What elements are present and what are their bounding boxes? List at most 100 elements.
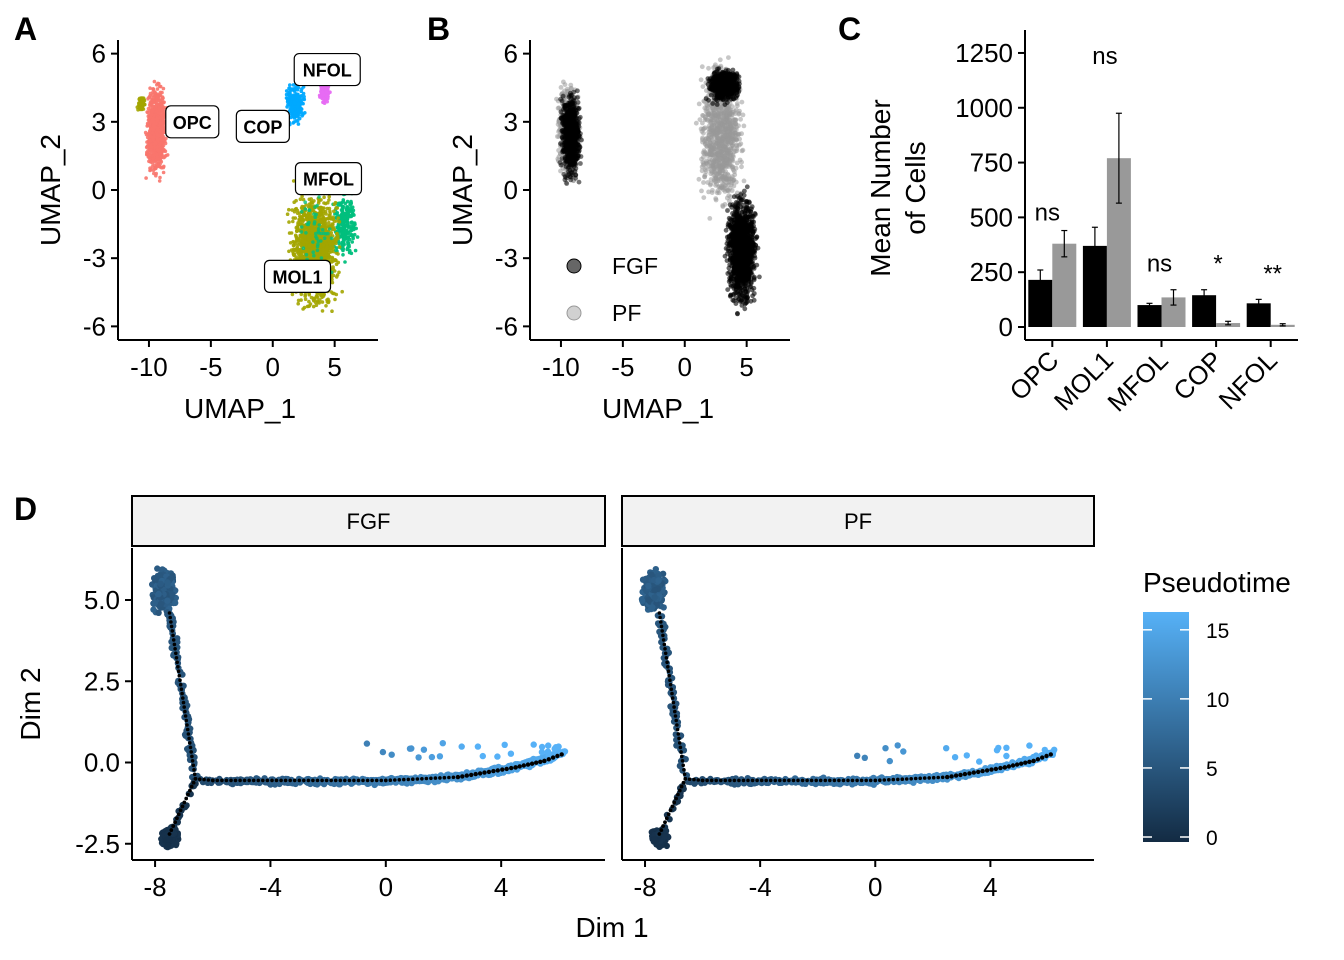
facet-strip-label: PF bbox=[844, 509, 872, 534]
legend-label-fgf: FGF bbox=[612, 253, 658, 279]
c-x-tick-label: NFOL bbox=[1213, 345, 1283, 415]
error-bar bbox=[1115, 112, 1122, 204]
points-fgf-bottom bbox=[722, 184, 762, 317]
d-x-tick-label: -8 bbox=[144, 872, 167, 902]
trajectory bbox=[167, 611, 564, 836]
c-x-tick-label: MFOL bbox=[1101, 345, 1173, 417]
points-fgf-top bbox=[703, 66, 742, 107]
d-x-tick-label: 4 bbox=[983, 872, 997, 902]
c-y-axis-title-line1: Mean Number bbox=[865, 99, 896, 276]
cluster-label-text: OPC bbox=[173, 113, 212, 133]
facet-fgf: FGF -8 -4 0 4 5.0 2.5 0.0 -2.5 bbox=[75, 495, 606, 902]
c-y-tick-label: 1250 bbox=[955, 38, 1013, 68]
significance-cop: * bbox=[1213, 251, 1222, 278]
error-bar bbox=[1146, 302, 1153, 308]
cluster-label-cop: COP bbox=[235, 109, 290, 143]
colorbar-tick-label: 15 bbox=[1206, 620, 1229, 643]
b-x-tick-label: -5 bbox=[611, 352, 634, 382]
a-x-tick-label: 0 bbox=[266, 352, 280, 382]
pseudotime-trajectory-plot: FGF -8 -4 0 4 5.0 2.5 0.0 -2.5 PF -8 -4 0 4 Dim 1 Dim 2… bbox=[15, 495, 1291, 943]
colorbar-tick-label: 10 bbox=[1206, 689, 1229, 712]
b-y-tick-label: -6 bbox=[495, 311, 518, 341]
error-bar bbox=[1170, 289, 1177, 306]
facet-strip-label: FGF bbox=[347, 509, 391, 534]
bar-nfol-fgf bbox=[1246, 303, 1271, 327]
c-y-tick-label: 250 bbox=[970, 257, 1013, 287]
a-y-tick-label: 3 bbox=[92, 107, 106, 137]
d-y-tick-label: -2.5 bbox=[75, 829, 120, 859]
a-y-tick-label: -6 bbox=[83, 311, 106, 341]
b-y-tick-label: -3 bbox=[495, 243, 518, 273]
legend-key-fgf bbox=[566, 258, 582, 274]
cluster-label-box bbox=[293, 52, 361, 87]
c-y-axis-title-line2: of Cells bbox=[900, 141, 931, 234]
cluster-label-opc: OPC bbox=[165, 105, 220, 139]
panel-label-d: D bbox=[14, 491, 37, 527]
facet-pf: PF -8 -4 0 4 bbox=[621, 495, 1095, 902]
facet-strip bbox=[621, 495, 1095, 547]
a-x-axis-title: UMAP_1 bbox=[184, 393, 296, 424]
colorbar bbox=[1143, 612, 1189, 842]
b-x-tick-label: -10 bbox=[542, 352, 580, 382]
points-opc-edge bbox=[135, 96, 147, 112]
d-x-axis-title: Dim 1 bbox=[575, 912, 648, 943]
c-x-tick-label: MOL1 bbox=[1048, 345, 1119, 416]
b-y-axis-title: UMAP_2 bbox=[447, 134, 478, 246]
umap-condition-plot: FGF PF -10 -5 0 5 6 3 0 -3 -6 UMAP_1 UMAP_2 bbox=[447, 39, 790, 424]
d-y-tick-label: 2.5 bbox=[84, 666, 120, 696]
d-y-tick-label: 5.0 bbox=[84, 585, 120, 615]
cluster-label-nfol: NFOL bbox=[293, 52, 361, 87]
c-y-tick-label: 0 bbox=[999, 312, 1013, 342]
d-x-tick-label: -4 bbox=[749, 872, 772, 902]
error-bar bbox=[1255, 298, 1262, 308]
d-x-tick-label: 4 bbox=[494, 872, 508, 902]
trajectory bbox=[657, 611, 1054, 836]
c-y-tick-label: 500 bbox=[970, 202, 1013, 232]
d-y-tick-label: 0.0 bbox=[84, 748, 120, 778]
b-y-tick-label: 0 bbox=[504, 175, 518, 205]
cluster-label-mfol: MFOL bbox=[294, 162, 363, 196]
d-x-tick-label: -4 bbox=[259, 872, 282, 902]
legend-label-pf: PF bbox=[612, 300, 641, 326]
a-x-tick-label: -10 bbox=[130, 352, 168, 382]
bar-mfol-fgf bbox=[1137, 305, 1162, 327]
bar-opc-pf bbox=[1052, 243, 1077, 327]
mean-cells-bar-chart: nsOPCnsMOL1nsMFOL*COP**NFOL0250500750100… bbox=[865, 30, 1298, 417]
b-y-tick-label: 3 bbox=[504, 107, 518, 137]
cluster-label-box bbox=[263, 259, 332, 293]
significance-mfol: ns bbox=[1147, 251, 1172, 278]
colorbar-tick-label: 5 bbox=[1206, 758, 1218, 781]
error-bar bbox=[1091, 226, 1098, 266]
a-x-tick-label: -5 bbox=[199, 352, 222, 382]
error-bar bbox=[1201, 289, 1208, 302]
b-y-tick-label: 6 bbox=[504, 39, 518, 69]
cluster-label-box bbox=[294, 162, 363, 196]
panel-label-c: C bbox=[838, 11, 861, 47]
b-x-tick-label: 0 bbox=[678, 352, 692, 382]
panel-label-a: A bbox=[14, 11, 37, 47]
points-fgf-left bbox=[557, 88, 584, 186]
d-x-tick-label: 0 bbox=[379, 872, 393, 902]
d-y-axis-title: Dim 2 bbox=[15, 667, 46, 740]
a-y-tick-label: 6 bbox=[92, 39, 106, 69]
colorbar-title: Pseudotime bbox=[1143, 567, 1291, 598]
cluster-label-text: MFOL bbox=[303, 170, 354, 190]
a-y-tick-label: 0 bbox=[92, 175, 106, 205]
points bbox=[149, 565, 569, 851]
colorbar-tick-label: 0 bbox=[1206, 827, 1218, 850]
d-x-tick-label: -8 bbox=[633, 872, 656, 902]
panel-label-b: B bbox=[427, 11, 450, 47]
cluster-label-text: MOL1 bbox=[273, 267, 323, 287]
c-y-tick-label: 1000 bbox=[955, 93, 1013, 123]
points-opc bbox=[143, 79, 170, 183]
facet-strip bbox=[131, 495, 606, 547]
umap-cluster-plot: OPC COP NFOL MFOL MOL1 -10 -5 0 5 6 3 0 -3 -6 UMAP_1 UM… bbox=[35, 39, 378, 424]
significance-opc: ns bbox=[1035, 200, 1060, 227]
a-x-tick-label: 5 bbox=[327, 352, 341, 382]
cluster-label-box bbox=[235, 109, 290, 143]
error-bar bbox=[1061, 229, 1068, 258]
points bbox=[638, 566, 1058, 850]
cluster-label-box bbox=[165, 105, 220, 139]
significance-mol1: ns bbox=[1092, 43, 1117, 70]
